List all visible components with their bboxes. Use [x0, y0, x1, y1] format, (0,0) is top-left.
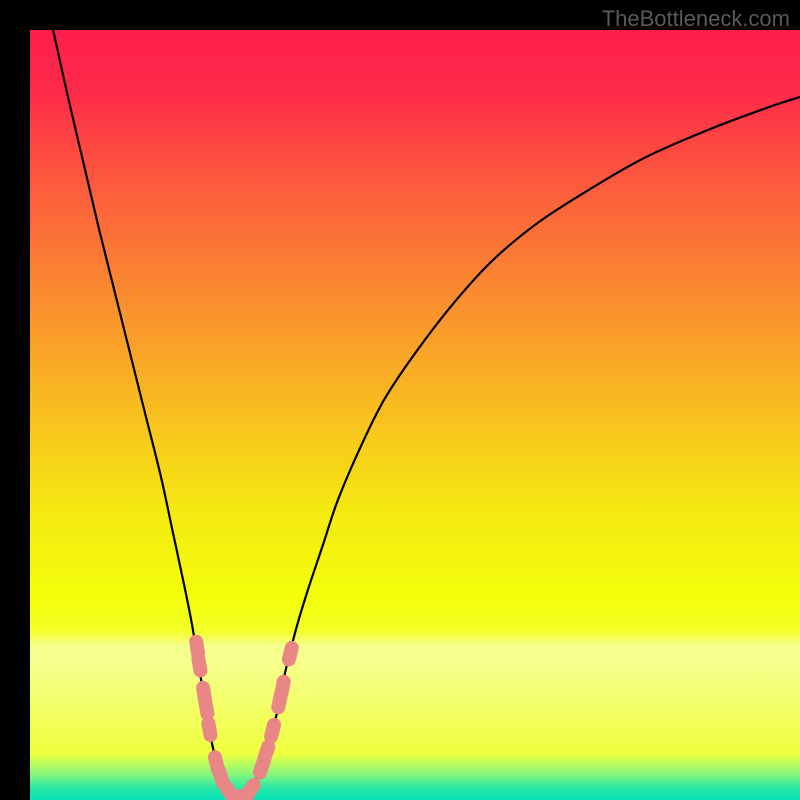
chart-datapoint: [200, 715, 218, 743]
chart-datapoint: [280, 639, 300, 668]
chart-outer-frame: [0, 0, 800, 800]
watermark-text: TheBottleneck.com: [602, 6, 790, 32]
chart-datapoint: [190, 651, 208, 679]
chart-plot-area: [30, 30, 800, 800]
chart-datapoints-svg: [30, 30, 800, 800]
chart-datapoint: [263, 716, 283, 745]
chart-datapoint: [273, 673, 292, 701]
